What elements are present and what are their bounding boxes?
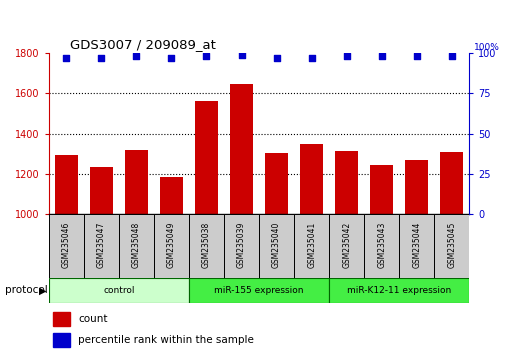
Bar [90,167,113,214]
Text: ▶: ▶ [38,285,46,295]
Text: GSM235043: GSM235043 [377,222,386,268]
Bar [336,151,358,214]
Text: miR-K12-11 expression: miR-K12-11 expression [347,286,451,295]
Bar [154,214,189,278]
Point [132,53,141,59]
Text: GSM235046: GSM235046 [62,222,71,268]
Point [448,53,456,59]
Bar [259,214,294,278]
Bar [55,155,77,214]
Point [238,52,246,58]
Bar [49,214,84,278]
Text: protocol: protocol [5,285,48,295]
Text: control: control [103,286,134,295]
Text: percentile rank within the sample: percentile rank within the sample [78,335,254,345]
Bar [119,214,154,278]
Text: GSM235038: GSM235038 [202,222,211,268]
Point [202,53,210,59]
Bar [230,84,253,214]
Bar [53,312,70,326]
Point [307,55,315,61]
Bar [370,165,393,214]
Text: GSM235039: GSM235039 [237,222,246,268]
Bar [329,214,364,278]
Bar [49,278,189,303]
Text: GSM235040: GSM235040 [272,222,281,268]
Bar [294,214,329,278]
Point [378,53,386,59]
Bar [160,177,183,214]
Bar [125,150,148,214]
Bar [224,214,259,278]
Point [343,53,351,59]
Text: GSM235049: GSM235049 [167,222,176,268]
Text: GSM235044: GSM235044 [412,222,421,268]
Bar [189,278,329,303]
Text: GDS3007 / 209089_at: GDS3007 / 209089_at [70,38,215,51]
Bar [399,214,435,278]
Point [62,55,70,61]
Point [412,53,421,59]
Text: count: count [78,314,108,324]
Text: GSM235042: GSM235042 [342,222,351,268]
Bar [435,214,469,278]
Bar [189,214,224,278]
Bar [441,152,463,214]
Text: GSM235048: GSM235048 [132,222,141,268]
Bar [84,214,119,278]
Point [167,55,175,61]
Bar [53,333,70,347]
Bar [195,101,218,214]
Text: GSM235047: GSM235047 [97,222,106,268]
Point [272,55,281,61]
Text: miR-155 expression: miR-155 expression [214,286,304,295]
Point [97,55,105,61]
Text: GSM235045: GSM235045 [447,222,457,268]
Bar [329,278,469,303]
Bar [364,214,399,278]
Bar [300,144,323,214]
Bar [265,153,288,214]
Text: 100%: 100% [473,43,500,52]
Bar [405,160,428,214]
Text: GSM235041: GSM235041 [307,222,316,268]
